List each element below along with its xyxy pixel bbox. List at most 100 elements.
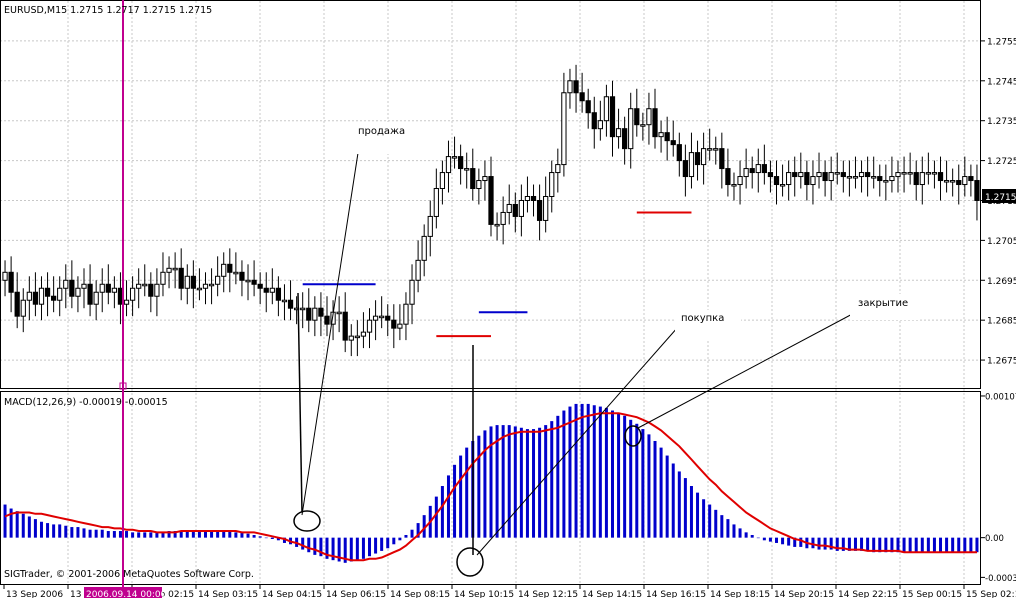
macd-bar xyxy=(453,464,457,538)
candle-body xyxy=(269,287,275,293)
candle-body xyxy=(324,315,330,325)
candle-body xyxy=(421,235,427,261)
close-arrow-line xyxy=(637,310,859,429)
candle-body xyxy=(919,172,925,186)
macd-bar xyxy=(598,406,602,538)
macd-bar xyxy=(920,537,924,553)
macd-bar xyxy=(914,537,918,553)
sell-label: продажа xyxy=(358,126,405,137)
macd-bar xyxy=(841,537,845,551)
macd-bar xyxy=(957,537,961,553)
macd-bar xyxy=(847,537,851,551)
candle-body xyxy=(846,176,853,179)
candle-body xyxy=(761,164,767,174)
candle-body xyxy=(670,140,676,146)
candle-body xyxy=(81,283,87,289)
copyright-text: SIGTrader, © 2001-2006 MetaQuotes Softwa… xyxy=(4,569,254,580)
macd-bar xyxy=(270,537,274,539)
time-tick-label: 14 Sep 14:15 xyxy=(582,590,642,598)
macd-bar xyxy=(829,537,833,550)
macd-bar xyxy=(623,415,627,538)
macd-bar xyxy=(556,415,560,538)
time-cursor-label-box xyxy=(84,587,162,598)
candle-body xyxy=(427,215,433,237)
candle-body xyxy=(69,279,75,297)
macd-bar xyxy=(404,535,408,538)
macd-bar xyxy=(459,455,463,538)
macd-bar xyxy=(787,537,791,546)
candle-body xyxy=(2,271,8,281)
macd-bar xyxy=(161,532,165,538)
macd-tick-label: -0.00030 xyxy=(985,574,1016,584)
macd-bar xyxy=(878,537,882,553)
candle-body xyxy=(433,188,439,217)
close-label-box xyxy=(850,294,920,320)
macd-bar xyxy=(635,423,639,538)
macd-bar xyxy=(902,537,906,553)
candle-body xyxy=(154,283,160,297)
candle-body xyxy=(555,164,561,174)
time-tick-label: 14 Sep 22:15 xyxy=(838,590,898,598)
candle-body xyxy=(652,108,658,138)
candle-body xyxy=(597,120,603,130)
time-tick-label: 14 Sep 06:15 xyxy=(326,590,386,598)
candle-body xyxy=(26,291,32,301)
candle-body xyxy=(306,307,312,321)
candle-body xyxy=(901,172,907,175)
macd-bar xyxy=(276,537,280,541)
candle-body xyxy=(184,275,190,289)
candle-body xyxy=(129,287,136,301)
macd-bar xyxy=(550,421,554,538)
candle-body xyxy=(354,335,360,339)
candle-body xyxy=(883,180,889,183)
buy-cross-circle xyxy=(456,547,484,577)
macd-bar xyxy=(410,529,414,538)
candle-body xyxy=(99,283,105,293)
macd-bar xyxy=(246,533,250,538)
candle-body xyxy=(336,311,342,315)
macd-bar xyxy=(167,531,171,538)
candle-body xyxy=(640,124,646,127)
macd-bar xyxy=(890,537,894,553)
candle-body xyxy=(476,180,482,190)
time-cursor-handle[interactable] xyxy=(119,382,127,390)
candle-body xyxy=(858,172,865,178)
macd-bar xyxy=(896,537,900,553)
candle-body xyxy=(148,283,154,297)
close-cross-circle xyxy=(624,425,642,447)
macd-bar xyxy=(617,413,621,538)
candle-body xyxy=(786,172,792,186)
macd-signal-line xyxy=(4,412,977,562)
macd-bar xyxy=(817,537,821,550)
candle-body xyxy=(385,315,391,321)
price-tick-label: 1.2745 xyxy=(987,77,1016,87)
macd-bar xyxy=(46,523,50,538)
candle-body xyxy=(227,263,233,273)
price-tick-label: 1.2725 xyxy=(987,157,1016,167)
macd-bar xyxy=(702,499,706,538)
macd-bar xyxy=(495,425,499,538)
candle-body xyxy=(700,148,707,166)
price-panel-frame xyxy=(0,0,981,389)
macd-bar xyxy=(489,426,493,538)
candle-body xyxy=(810,176,816,186)
candle-body xyxy=(506,203,512,213)
candle-body xyxy=(287,299,294,309)
macd-bar xyxy=(823,537,827,550)
macd-bar xyxy=(580,403,584,538)
candle-body xyxy=(707,148,713,151)
candle-body xyxy=(221,263,227,277)
candle-body xyxy=(871,176,877,179)
macd-bar xyxy=(21,513,25,538)
macd-bar xyxy=(483,430,487,538)
candle-body xyxy=(682,160,689,178)
candle-body xyxy=(105,283,111,293)
time-tick-label: 14 Sep 20:15 xyxy=(774,590,834,598)
candle-body xyxy=(482,176,488,182)
macd-bar xyxy=(477,435,481,538)
candle-body xyxy=(172,267,178,271)
candle-body xyxy=(202,283,209,289)
candle-body xyxy=(603,96,610,122)
close-label: закрытие xyxy=(858,298,908,309)
